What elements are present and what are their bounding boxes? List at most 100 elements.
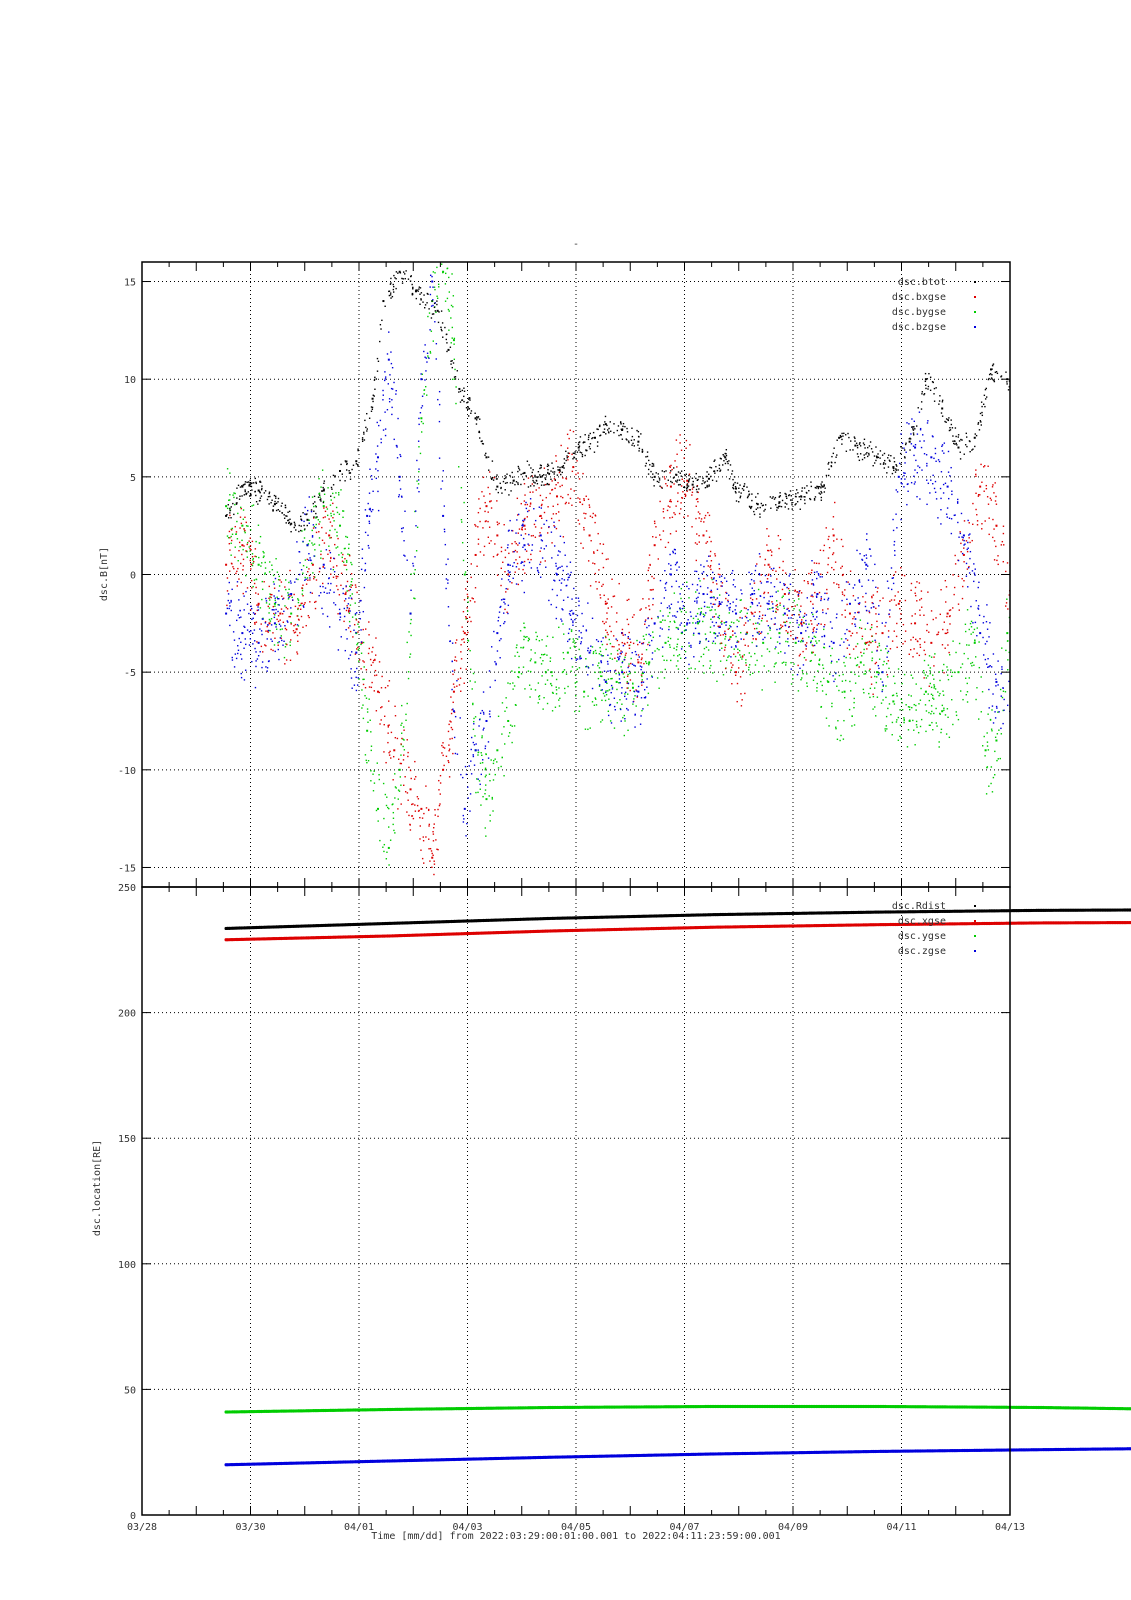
scatter-dot [304,576,306,579]
scatter-dot [301,602,303,605]
data-point [979,485,982,488]
scatter-dot [492,555,495,558]
scatter-dot [391,413,393,416]
scatter-dot [733,579,735,581]
scatter-dot [945,513,948,515]
scatter-dot [414,810,417,812]
scatter-dot [460,644,462,646]
scatter-dot [753,593,756,595]
scatter-dot [435,311,437,313]
scatter-dot [228,607,230,610]
scatter-dot [479,788,481,790]
scatter-dot [275,608,277,611]
scatter-dot [497,715,500,718]
scatter-dot [603,679,606,681]
scatter-dot [710,591,713,593]
scatter-dot [1053,442,1054,443]
scatter-dot [326,514,329,517]
scatter-dot [1001,647,1003,649]
scatter-dot [526,636,528,638]
scatter-dot [450,317,452,319]
scatter-dot [435,358,437,360]
scatter-dot [975,492,977,495]
scatter-dot [1021,801,1022,802]
scatter-dot [709,564,712,567]
scatter-dot [853,706,855,709]
scatter-dot [854,682,857,684]
scatter-dot [555,617,558,620]
scatter-dot [875,613,877,615]
scatter-dot [737,651,739,654]
scatter-dot [412,562,414,565]
scatter-dot [942,628,944,631]
scatter-dot [866,565,869,567]
scatter-dot [353,629,355,631]
scatter-dot [253,579,256,581]
scatter-dot [343,615,346,618]
scatter-dot [1096,600,1097,601]
scatter-dot [302,540,304,543]
scatter-dot [308,553,310,555]
scatter-dot [914,744,916,746]
scatter-dot [283,656,286,659]
scatter-dot [400,724,402,726]
scatter-dot [943,452,945,454]
scatter-dot [780,626,783,629]
scatter-dot [897,739,900,741]
scatter-dot [1020,797,1021,798]
scatter-dot [791,614,793,616]
scatter-dot [945,632,948,635]
scatter-dot [444,300,447,302]
scatter-dot [938,694,940,697]
scatter-dot [478,780,481,782]
scatter-dot [463,599,466,601]
scatter-dot [820,706,822,708]
scatter-dot [453,686,456,688]
scatter-dot [752,635,754,637]
scatter-dot [524,548,526,551]
scatter-dot [570,629,573,631]
scatter-dot [764,574,767,577]
scatter-dot [737,648,739,650]
scatter-dot [262,617,264,620]
scatter-dot [834,561,837,563]
scatter-dot [759,580,762,583]
scatter-dot [390,731,393,734]
scatter-dot [497,620,499,622]
scatter-dot [335,547,337,549]
scatter-dot [913,703,915,706]
scatter-dot [618,644,620,646]
scatter-dot [583,696,585,698]
scatter-dot [777,608,779,611]
scatter-dot [575,473,577,476]
scatter-dot [230,535,232,538]
scatter-dot [467,631,469,634]
scatter-dot [811,569,813,571]
scatter-dot [800,592,803,594]
scatter-dot [1051,613,1052,614]
scatter-dot [865,592,867,595]
scatter-dot [977,493,980,496]
data-point [865,641,868,644]
scatter-dot [400,732,403,734]
scatter-dot [504,556,507,559]
scatter-dot [326,508,329,510]
scatter-dot [474,523,476,526]
scatter-dot [933,687,935,689]
scatter-dot [314,527,317,529]
scatter-dot [448,744,450,746]
scatter-dot [775,570,777,572]
scatter-dot [418,468,420,470]
scatter-dot [1038,600,1039,601]
scatter-dot [273,616,276,619]
data-point [637,661,640,664]
data-point [767,563,770,566]
scatter-dot [676,646,678,648]
scatter-dot [332,502,334,505]
scatter-dot [448,749,450,752]
scatter-dot [308,574,311,577]
scatter-dot [1118,471,1119,472]
scatter-dot [1038,662,1039,663]
scatter-dot [1003,544,1005,546]
scatter-dot [767,549,769,552]
